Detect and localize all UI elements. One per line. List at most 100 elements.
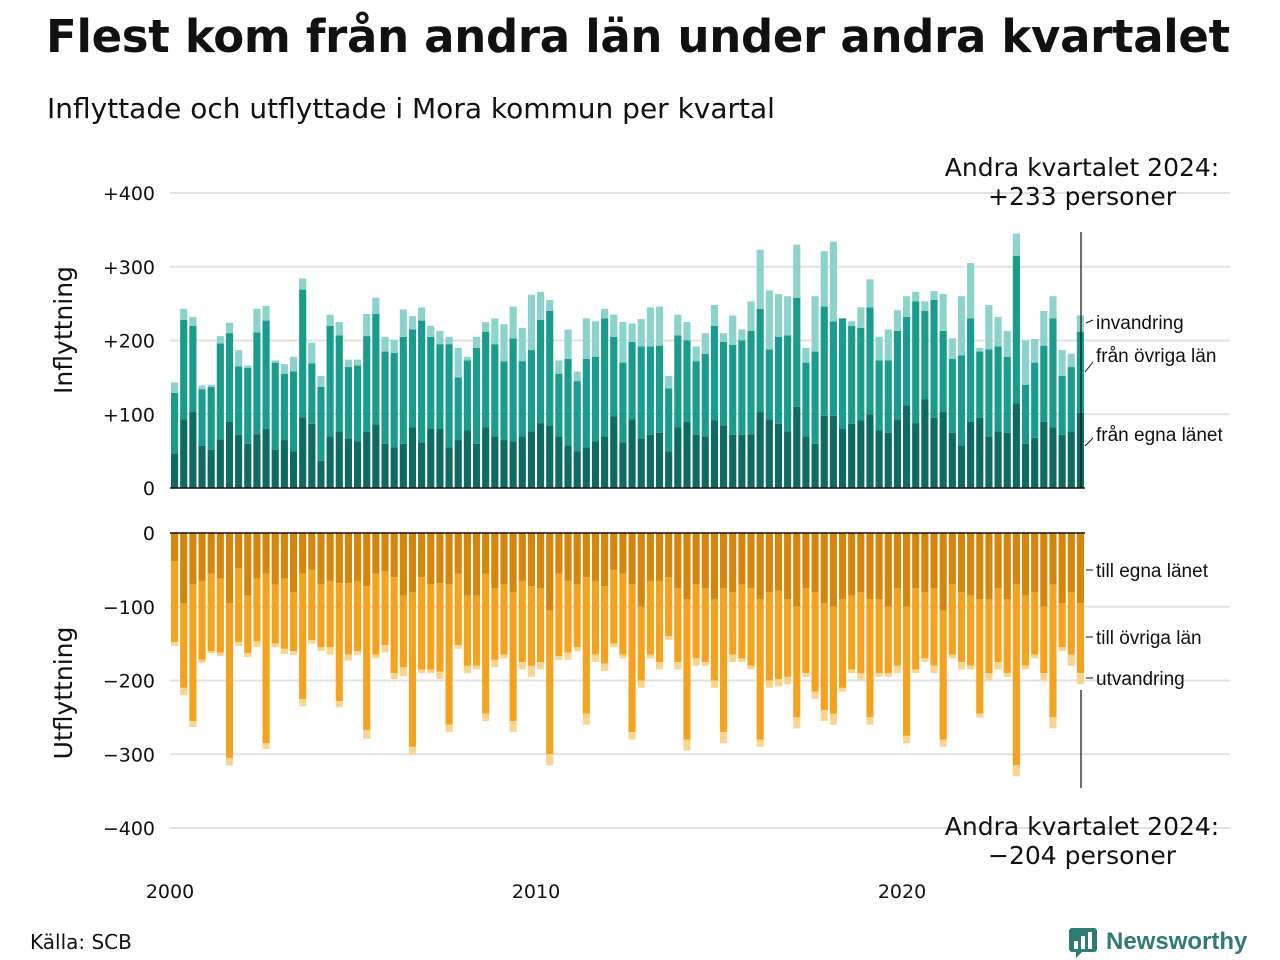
bar-outflow-own-county	[701, 533, 709, 589]
bar-outflow-emigration	[216, 652, 224, 657]
bar-inflow-other-counties	[1040, 345, 1048, 422]
bar-inflow-other-counties	[921, 311, 929, 400]
bar-inflow-other-counties	[1003, 356, 1011, 433]
bar-outflow-own-county	[1031, 533, 1039, 592]
bar-outflow-emigration	[555, 656, 563, 660]
bar-outflow-emigration	[582, 713, 590, 725]
bar-outflow-own-county	[765, 533, 773, 592]
bar-inflow-own-county	[692, 434, 700, 488]
bar-inflow-own-county	[363, 431, 371, 488]
bar-inflow-immigration	[454, 347, 462, 378]
bar-outflow-own-county	[866, 533, 874, 600]
bar-outflow-own-county	[793, 533, 801, 607]
bar-outflow-other-counties	[317, 584, 325, 648]
bar-inflow-immigration	[390, 339, 398, 354]
bar-outflow-other-counties	[372, 573, 380, 655]
bar-outflow-other-counties	[189, 584, 197, 722]
bar-outflow-emigration	[472, 665, 481, 670]
bar-outflow-other-counties	[976, 599, 984, 714]
bar-outflow-emigration	[692, 658, 700, 666]
bar-inflow-own-county	[427, 429, 435, 488]
bar-inflow-other-counties	[472, 347, 481, 444]
bar-inflow-immigration	[930, 291, 938, 300]
bar-outflow-other-counties	[784, 599, 792, 677]
bar-outflow-own-county	[491, 533, 499, 589]
bar-inflow-immigration	[463, 356, 471, 361]
bar-inflow-other-counties	[1031, 362, 1039, 438]
bar-inflow-immigration	[445, 336, 453, 345]
bar-inflow-own-county	[857, 420, 865, 488]
bar-outflow-other-counties	[1021, 595, 1030, 666]
series-label-outflow: till egna länet	[1096, 561, 1209, 582]
bar-outflow-emigration	[848, 669, 856, 674]
bar-outflow-emigration	[518, 662, 526, 670]
bar-inflow-other-counties	[957, 355, 966, 446]
bar-inflow-other-counties	[1058, 375, 1066, 435]
source-note: Källa: SCB	[30, 930, 132, 954]
bar-outflow-own-county	[289, 533, 298, 592]
bar-inflow-other-counties	[967, 318, 975, 422]
bar-outflow-own-county	[848, 533, 856, 596]
bar-outflow-other-counties	[811, 592, 819, 692]
bar-inflow-immigration	[665, 375, 673, 389]
bar-inflow-immigration	[884, 329, 892, 361]
bar-inflow-other-counties	[665, 388, 673, 452]
bar-inflow-immigration	[537, 291, 545, 320]
bar-outflow-other-counties	[948, 584, 956, 655]
bar-inflow-own-county	[436, 429, 444, 488]
bar-inflow-immigration	[903, 296, 911, 317]
bar-inflow-immigration	[198, 385, 206, 390]
bar-inflow-other-counties	[171, 392, 179, 454]
bar-inflow-immigration	[729, 315, 737, 345]
bar-outflow-emigration	[372, 654, 380, 659]
bar-outflow-emigration	[838, 687, 847, 692]
bar-outflow-emigration	[747, 665, 755, 670]
bar-inflow-own-county	[701, 436, 709, 489]
bar-inflow-immigration	[793, 244, 801, 298]
bar-outflow-own-county	[1003, 533, 1011, 600]
series-label-leader	[1084, 437, 1094, 447]
bar-outflow-other-counties	[235, 568, 243, 643]
bar-inflow-immigration	[720, 333, 728, 342]
bar-inflow-other-counties	[591, 356, 600, 442]
bar-outflow-emigration	[985, 673, 993, 681]
bar-inflow-own-county	[765, 419, 773, 488]
bar-inflow-other-counties	[326, 325, 334, 437]
bar-inflow-immigration	[518, 327, 526, 362]
bar-outflow-own-county	[710, 533, 718, 600]
bar-inflow-other-counties	[903, 316, 911, 406]
bar-outflow-other-counties	[1058, 603, 1066, 648]
bar-outflow-other-counties	[390, 577, 398, 674]
bar-outflow-emigration	[930, 665, 938, 674]
bar-inflow-immigration	[601, 308, 609, 319]
bar-outflow-emigration	[573, 647, 581, 651]
bar-inflow-immigration	[939, 294, 947, 331]
bar-inflow-immigration	[381, 336, 389, 352]
bar-inflow-immigration	[655, 306, 664, 346]
bar-outflow-own-county	[921, 533, 929, 592]
bar-outflow-own-county	[820, 533, 828, 604]
bar-inflow-immigration	[848, 321, 856, 326]
annotation-outflow-line1: Andra kvartalet 2024:	[945, 812, 1219, 841]
bar-inflow-other-counties	[756, 308, 764, 413]
bar-inflow-own-county	[546, 425, 554, 488]
bar-outflow-own-county	[564, 533, 572, 581]
bar-inflow-own-county	[408, 427, 417, 488]
bar-outflow-emigration	[436, 671, 444, 680]
ytick-label-bottom: −200	[103, 671, 155, 693]
bar-outflow-other-counties	[637, 606, 645, 681]
bar-outflow-other-counties	[463, 595, 471, 666]
annotation-inflow-line1: Andra kvartalet 2024:	[945, 153, 1219, 182]
bar-outflow-other-counties	[985, 599, 993, 674]
bar-inflow-immigration	[857, 307, 865, 328]
bar-outflow-other-counties	[363, 586, 371, 730]
bar-inflow-own-county	[463, 430, 471, 488]
bar-inflow-immigration	[591, 321, 600, 357]
bar-outflow-emigration	[299, 698, 307, 707]
bar-inflow-own-county	[1058, 434, 1066, 488]
bar-outflow-other-counties	[564, 580, 572, 653]
bar-inflow-immigration	[180, 308, 188, 320]
bar-outflow-other-counties	[857, 592, 865, 674]
bar-inflow-own-county	[1003, 432, 1011, 488]
bar-outflow-emigration	[793, 717, 801, 729]
